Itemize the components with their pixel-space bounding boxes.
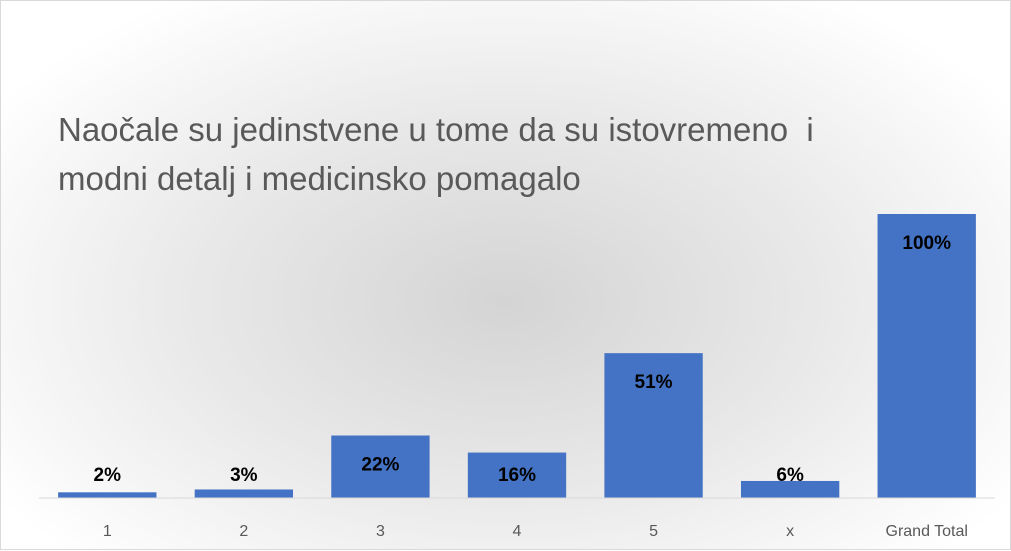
x-tick-label: 2 <box>239 523 248 540</box>
x-tick-label: 1 <box>103 523 112 540</box>
bar <box>604 353 703 498</box>
bar <box>740 480 840 498</box>
bar <box>58 492 157 498</box>
data-label: 2% <box>94 465 122 486</box>
chart-title: Naočale su jedinstvene u tome da su isto… <box>58 111 823 197</box>
bar <box>194 489 294 498</box>
x-tick-label: 5 <box>649 523 658 540</box>
data-label: 22% <box>361 455 399 476</box>
data-label: 16% <box>498 465 536 486</box>
x-tick-label: Grand Total <box>886 523 968 540</box>
bar <box>331 435 430 498</box>
data-label: 6% <box>776 465 804 486</box>
x-tick-label: x <box>786 523 794 540</box>
data-label: 51% <box>635 372 673 393</box>
bar <box>467 452 567 498</box>
bar <box>877 214 976 498</box>
x-tick-label: 4 <box>513 523 522 540</box>
data-label: 100% <box>902 233 951 254</box>
x-tick-label: 3 <box>376 523 385 540</box>
data-label: 3% <box>230 465 258 486</box>
